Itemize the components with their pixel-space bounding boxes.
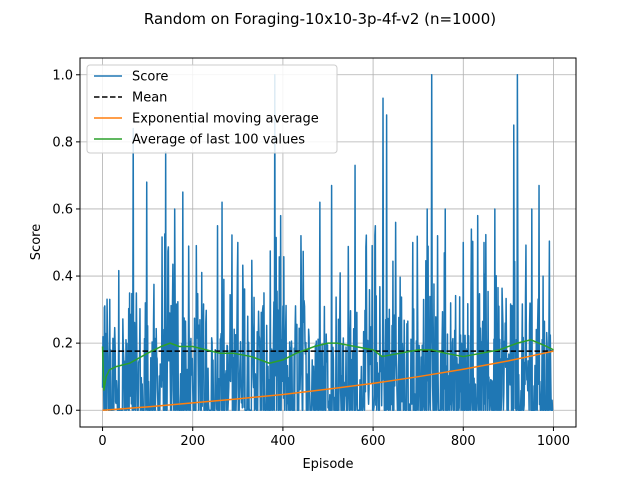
plot-lines: [101, 74, 554, 411]
y-axis-label: Score: [29, 224, 44, 260]
chart-title: Random on Foraging-10x10-3p-4f-v2 (n=100…: [144, 10, 496, 28]
x-tick-label: 1000: [537, 434, 570, 449]
y-tick-label: 0.6: [52, 202, 73, 217]
x-tick-label: 200: [180, 434, 205, 449]
legend-label: Average of last 100 values: [132, 133, 305, 148]
legend-label: Mean: [132, 91, 167, 106]
series-ema-line: [102, 350, 554, 411]
x-tick-label: 800: [451, 434, 476, 449]
legend-label: Score: [132, 70, 168, 85]
y-tick-label: 0.4: [52, 270, 73, 285]
y-tick-label: 1.0: [52, 68, 73, 83]
legend-label: Exponential moving average: [132, 112, 319, 127]
series-rolling-average-line: [101, 339, 554, 391]
plot-frame: [79, 57, 577, 428]
y-tick-label: 0.2: [52, 337, 73, 352]
x-axis-label: Episode: [302, 457, 353, 472]
legend: Score Mean Exponential moving average Avera…: [86, 64, 338, 154]
y-tick-label: 0.8: [52, 135, 73, 150]
y-tick-label: 0.0: [52, 404, 73, 419]
x-tick-label: 400: [270, 434, 295, 449]
series-score-line: [101, 74, 554, 411]
ticks: 0 200 400 600 800 1000 0.0 0.2 0.4 0.6 0.8 1.0: [52, 68, 570, 449]
x-tick-label: 600: [361, 434, 386, 449]
legend-box: [86, 64, 338, 154]
x-tick-label: 0: [98, 434, 106, 449]
